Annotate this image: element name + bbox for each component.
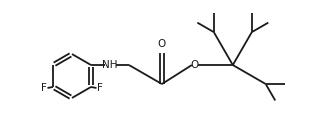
Text: F: F: [41, 83, 46, 93]
Text: NH: NH: [102, 59, 118, 70]
Text: F: F: [98, 83, 103, 93]
Text: O: O: [191, 60, 199, 70]
Text: O: O: [158, 39, 166, 49]
